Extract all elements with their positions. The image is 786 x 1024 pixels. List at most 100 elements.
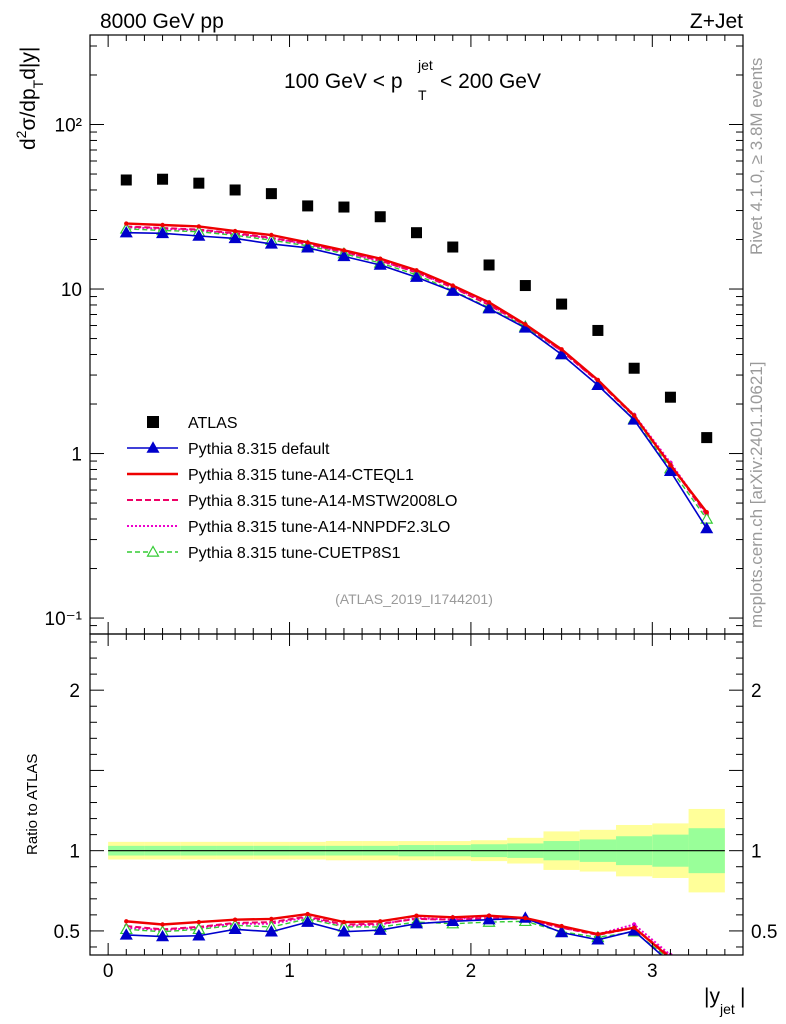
main-point-cteql1-6 (341, 248, 347, 253)
main-point-default-4 (264, 237, 278, 249)
main-point-default-10 (482, 301, 496, 314)
atlas-point-6 (338, 201, 350, 213)
main-point-cteql1-13 (595, 377, 601, 383)
mcplots-label: mcplots.cern.ch [arXiv:2401.10621] (747, 362, 766, 628)
atlas-point-11 (519, 280, 531, 292)
ratio-point-cuetp-15 (669, 953, 672, 955)
main-point-cteql1-14 (631, 413, 637, 418)
atlas-point-14 (628, 362, 640, 374)
main-point-cteql1-4 (269, 232, 274, 238)
main-y-tick-label-0: 10⁻¹ (45, 609, 83, 630)
main-y-tick-label-2: 10 (61, 280, 82, 301)
ratio-point-cteql1-11 (523, 915, 528, 921)
ratio-point-cteql1-2 (196, 919, 202, 925)
ratio-point-cteql1-12 (559, 923, 564, 929)
atlas-point-9 (447, 241, 459, 253)
legend-label-default: Pythia 8.315 default (188, 441, 330, 458)
main-point-cteql1-12 (559, 347, 564, 352)
main-point-cteql1-9 (450, 283, 455, 288)
ratio-y-tick-label-left-0.5: 0.5 (54, 922, 80, 943)
ratio-point-default-13 (591, 933, 605, 945)
ratio-point-cteql1-10 (486, 913, 492, 918)
ratio-point-default-3 (228, 922, 242, 935)
atlas-point-13 (592, 324, 604, 336)
x-tick-label-1: 1 (284, 961, 295, 982)
cut-label-suffix: < 200 GeV (440, 70, 541, 93)
cut-label-sup: jet (417, 57, 433, 73)
ratio-point-mstw-16 (705, 961, 709, 965)
cut-label: 100 GeV < p T jet < 200 GeV (284, 57, 541, 103)
main-point-default-6 (337, 249, 351, 262)
ratio-ylabel: Ratio to ATLAS (24, 754, 41, 855)
ratio-point-default-0 (119, 928, 133, 940)
main-point-cteql1-8 (414, 268, 419, 273)
main-panel (119, 173, 714, 534)
ylabel-d: d (17, 138, 40, 150)
main-point-cteql1-2 (196, 224, 202, 229)
ratio-point-default-10 (482, 912, 496, 925)
ratio-point-cteql1-13 (595, 931, 601, 937)
main-point-default-2 (192, 229, 206, 241)
atlas-point-12 (556, 298, 568, 310)
x-tick-label-2: 2 (466, 961, 477, 982)
main-point-default-12 (555, 347, 569, 360)
main-point-cteql1-15 (668, 462, 673, 468)
ratio-point-default-6 (337, 925, 351, 937)
main-point-default-1 (156, 226, 170, 239)
ratio-y-tick-label-left-2: 2 (69, 681, 80, 702)
atlas-point-5 (302, 200, 314, 212)
ratio-point-cteql1-0 (124, 919, 129, 924)
main-point-cteql1-0 (124, 221, 129, 226)
main-point-cteql1-16 (704, 509, 709, 515)
svg-text:d2σ/dpTd|y|: d2σ/dpTd|y| (13, 47, 46, 150)
ratio-point-cteql1-1 (160, 922, 165, 927)
ratio-point-default-16 (701, 961, 712, 971)
xlabel-sub: jet (719, 1001, 735, 1017)
ylabel-exp: 2 (13, 130, 29, 138)
atlas-point-10 (483, 259, 495, 271)
legend-label-cuetp: Pythia 8.315 tune-CUETP8S1 (188, 545, 401, 562)
process-label: Z+Jet (690, 10, 743, 33)
ratio-point-cuetp-16 (701, 958, 712, 968)
cut-label-sub: T (418, 87, 427, 103)
ratio-point-cteql1-14 (631, 925, 637, 930)
atlas-point-0 (120, 174, 132, 186)
legend-label-cteql1: Pythia 8.315 tune-A14-CTEQL1 (188, 467, 414, 484)
rivet-label: Rivet 4.1.0, ≥ 3.8M events (747, 58, 766, 255)
ratio-frame (89, 633, 744, 956)
atlas-point-15 (664, 391, 676, 403)
ratio-point-cteql1-6 (341, 919, 347, 925)
ratio-point-default-12 (555, 925, 569, 938)
ratio-point-default-7 (373, 923, 387, 935)
atlas-point-8 (411, 227, 422, 239)
main-y-tick-label-3: 10² (55, 116, 82, 137)
legend: ATLAS Pythia 8.315 default Pythia 8.315 tu… (127, 415, 457, 562)
legend-label-mstw: Pythia 8.315 tune-A14-MSTW2008LO (188, 493, 457, 510)
ratio-point-cteql1-4 (269, 916, 274, 922)
main-point-cteql1-3 (232, 228, 238, 234)
x-axis-label: |y jet | (704, 985, 745, 1017)
atlas-point-16 (701, 432, 713, 444)
ratio-point-default-5 (301, 915, 315, 927)
axes-frames: 0 1 2 3 10⁻¹ 1 10 10² 0.5 0.5 1 1 2 2 (45, 34, 777, 982)
x-tick-label-0: 0 (103, 961, 114, 982)
ratio-point-cteql1-8 (414, 913, 419, 918)
main-point-default-5 (301, 241, 315, 253)
xlabel-end: | (740, 985, 745, 1008)
ratio-point-cteql1-16 (705, 961, 709, 965)
ratio-point-default-4 (264, 925, 278, 937)
ratio-point-cteql1-3 (232, 917, 238, 922)
energy-label: 8000 GeV pp (100, 10, 224, 33)
ratio-point-cteql1-15 (668, 956, 672, 960)
legend-marker-cuetp (146, 545, 160, 557)
ratio-point-default-1 (156, 929, 170, 942)
legend-marker-atlas (147, 416, 159, 428)
main-point-default-8 (409, 270, 424, 282)
cut-label-prefix: 100 GeV < p (284, 70, 403, 93)
atlas-point-1 (157, 173, 169, 185)
main-point-default-0 (119, 225, 133, 238)
x-tick-label-3: 3 (647, 961, 658, 982)
ylabel-end: d|y| (17, 47, 40, 80)
legend-label-atlas: ATLAS (188, 415, 238, 432)
